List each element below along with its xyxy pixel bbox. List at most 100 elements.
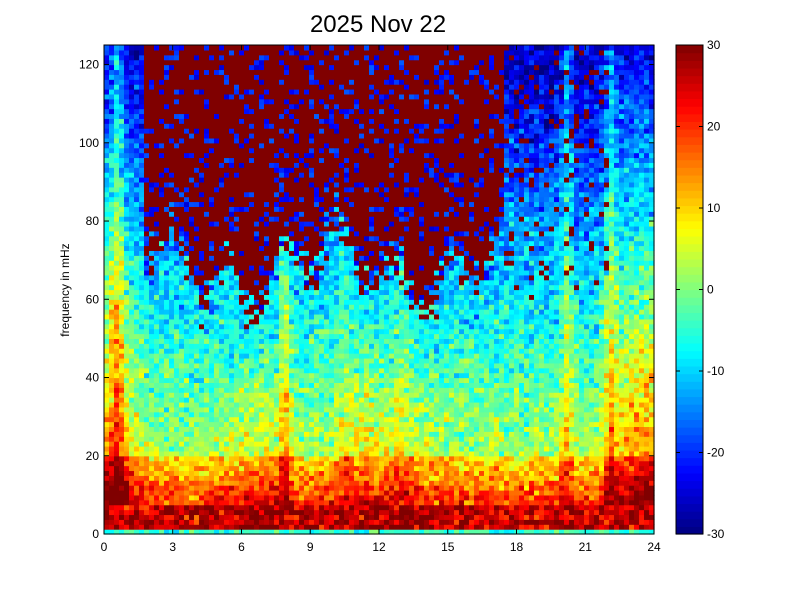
spectrogram-cell: [319, 460, 325, 467]
spectrogram-cell: [139, 328, 145, 335]
spectrogram-cell: [329, 372, 335, 379]
spectrogram-cell: [344, 245, 350, 251]
spectrogram-cell: [209, 431, 215, 437]
spectrogram-cell: [324, 245, 330, 251]
spectrogram-cell: [319, 436, 325, 442]
spectrogram-cell: [274, 460, 280, 467]
spectrogram-cell: [304, 221, 310, 227]
spectrogram-cell: [124, 118, 130, 124]
spectrogram-cell: [314, 118, 320, 124]
spectrogram-cell: [284, 235, 290, 242]
spectrogram-cell: [174, 216, 180, 222]
spectrogram-cell: [244, 529, 250, 535]
spectrogram-cell: [294, 470, 300, 476]
spectrogram-cell: [249, 504, 255, 511]
spectrogram-cell: [244, 348, 250, 354]
spectrogram-cell: [204, 260, 210, 266]
spectrogram-cell: [124, 274, 130, 281]
spectrogram-cell: [119, 411, 125, 418]
spectrogram-cell: [329, 64, 335, 71]
spectrogram-cell: [349, 137, 355, 144]
spectrogram-cell: [349, 480, 355, 486]
spectrogram-cell: [124, 299, 130, 305]
spectrogram-cell: [289, 529, 295, 535]
spectrogram-cell: [329, 436, 335, 442]
spectrogram-cell: [269, 357, 275, 364]
spectrogram-cell: [214, 406, 220, 413]
spectrogram-cell: [344, 529, 350, 535]
spectrogram-cell: [189, 382, 195, 388]
spectrogram-cell: [209, 318, 215, 325]
spectrogram-cell: [104, 216, 110, 222]
spectrogram-cell: [314, 372, 320, 379]
spectrogram-cell: [204, 255, 210, 261]
spectrogram-cell: [224, 323, 230, 330]
spectrogram-cell: [159, 294, 165, 300]
spectrogram-cell: [344, 465, 350, 472]
spectrogram-cell: [284, 113, 290, 119]
spectrogram-cell: [104, 416, 110, 423]
spectrogram-cell: [319, 309, 325, 315]
spectrogram-cell: [124, 240, 130, 247]
spectrogram-cell: [134, 69, 140, 75]
spectrogram-cell: [304, 377, 310, 384]
spectrogram-cell: [169, 445, 175, 452]
spectrogram-cell: [129, 84, 135, 90]
spectrogram-cell: [144, 441, 150, 447]
spectrogram-cell: [174, 465, 180, 472]
spectrogram-cell: [349, 181, 355, 188]
spectrogram-cell: [219, 445, 225, 452]
spectrogram-cell: [134, 289, 140, 295]
spectrogram-cell: [149, 480, 155, 486]
spectrogram-cell: [279, 499, 285, 506]
spectrogram-cell: [314, 206, 320, 212]
spectrogram-cell: [204, 357, 210, 364]
spectrogram-cell: [139, 118, 145, 124]
spectrogram-cell: [304, 313, 310, 320]
spectrogram-cell: [279, 74, 285, 80]
spectrogram-cell: [249, 406, 255, 413]
spectrogram-cell: [114, 480, 120, 486]
spectrogram-cell: [159, 362, 165, 369]
spectrogram-cell: [304, 436, 310, 442]
spectrogram-cell: [279, 529, 285, 535]
spectrogram-cell: [144, 362, 150, 369]
spectrogram-cell: [194, 206, 200, 212]
spectrogram-cell: [284, 196, 290, 203]
spectrogram-cell: [179, 206, 185, 212]
spectrogram-cell: [204, 372, 210, 379]
spectrogram-cell: [279, 284, 285, 291]
spectrogram-cell: [184, 304, 190, 310]
spectrogram-cell: [109, 480, 115, 486]
spectrogram-cell: [339, 128, 345, 134]
spectrogram-cell: [144, 529, 150, 535]
spectrogram-cell: [169, 74, 175, 80]
spectrogram-cell: [319, 196, 325, 203]
spectrogram-cell: [289, 196, 295, 203]
spectrogram-cell: [154, 186, 160, 193]
spectrogram-cell: [259, 343, 265, 349]
spectrogram-cell: [249, 274, 255, 281]
spectrogram-cell: [299, 401, 305, 408]
spectrogram-cell: [214, 475, 220, 481]
spectrogram-cell: [179, 269, 185, 276]
spectrogram-cell: [324, 323, 330, 330]
spectrogram-cell: [164, 113, 170, 119]
spectrogram-cell: [139, 455, 145, 462]
spectrogram-cell: [129, 426, 135, 432]
spectrogram-cell: [304, 421, 310, 428]
spectrogram-cell: [324, 89, 330, 95]
spectrogram-cell: [144, 64, 150, 71]
spectrogram-cell: [129, 89, 135, 95]
spectrogram-cell: [199, 441, 205, 447]
spectrogram-cell: [209, 89, 215, 95]
spectrogram-cell: [204, 118, 210, 124]
spectrogram-cell: [159, 387, 165, 393]
spectrogram-cell: [214, 177, 220, 183]
spectrogram-cell: [209, 372, 215, 379]
spectrogram-cell: [144, 69, 150, 75]
spectrogram-cell: [154, 494, 160, 501]
spectrogram-cell: [184, 450, 190, 457]
spectrogram-cell: [249, 465, 255, 472]
spectrogram-cell: [319, 357, 325, 364]
